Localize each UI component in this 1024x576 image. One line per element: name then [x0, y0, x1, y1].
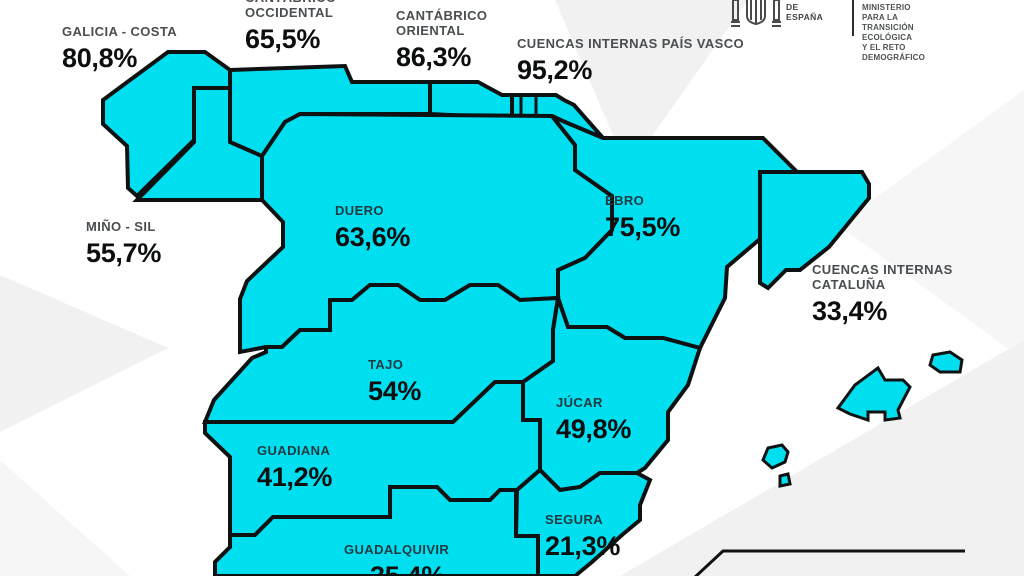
region-name: CUENCAS INTERNAS PAÍS VASCO	[517, 36, 745, 51]
region-value: 55,7%	[86, 238, 162, 268]
region-name: GALICIA - COSTA	[62, 24, 178, 39]
label-tajo: TAJO 54%	[368, 357, 421, 405]
region-name: CATALUÑA	[812, 277, 886, 292]
region-name: CUENCAS INTERNAS	[812, 262, 953, 277]
region-name: GUADALQUIVIR	[344, 542, 450, 557]
region-cuencas-internas-cataluna	[758, 170, 871, 291]
region-value: 54%	[368, 376, 422, 406]
region-name: TAJO	[368, 357, 404, 372]
spain-coat-of-arms-icon	[731, 0, 781, 27]
region-value: 65,5%	[245, 24, 321, 54]
header-divider	[852, 0, 854, 36]
label-segura: SEGURA 21,3%	[545, 512, 620, 560]
label-guadalquivir: GUADALQUIVIR 35,4%	[344, 542, 449, 576]
region-name: OCCIDENTAL	[245, 5, 334, 20]
region-value: 95,2%	[517, 55, 593, 85]
label-cuencas-internas-cataluna: CUENCAS INTERNAS CATALUÑA 33,4%	[812, 262, 953, 325]
region-guadalquivir	[213, 485, 540, 576]
region-cantabrico-oriental	[428, 80, 514, 121]
region-value: 75,5%	[605, 212, 681, 242]
label-cantabrico-oriental: CANTÁBRICO ORIENTAL 86,3%	[396, 8, 487, 71]
region-name: MIÑO - SIL	[86, 219, 156, 234]
region-value: 33,4%	[812, 296, 888, 326]
label-galicia-costa: GALICIA - COSTA 80,8%	[62, 24, 177, 72]
region-name: JÚCAR	[556, 395, 603, 410]
region-name: CANTÁBRICO	[396, 8, 488, 23]
region-value: 21,3%	[545, 531, 621, 561]
label-cuencas-internas-pais-vasco: CUENCAS INTERNAS PAÍS VASCO 95,2%	[517, 36, 744, 84]
region-name: ORIENTAL	[396, 23, 465, 38]
canary-inset-border	[693, 549, 965, 576]
region-value: 86,3%	[396, 42, 472, 72]
label-cantabrico-occidental: CANTÁBRICO OCCIDENTAL 65,5%	[245, 0, 336, 53]
government-text: DE ESPAÑA	[786, 2, 824, 22]
pais-vasco-basin-borders	[519, 95, 538, 114]
region-tajo	[202, 283, 561, 424]
region-value: 41,2%	[257, 462, 333, 492]
label-jucar: JÚCAR 49,8%	[556, 395, 631, 443]
region-name: SEGURA	[545, 512, 604, 527]
region-value: 35,4%	[370, 561, 446, 576]
label-guadiana: GUADIANA 41,2%	[257, 443, 332, 491]
region-value: 80,8%	[62, 43, 138, 73]
island-ibiza	[761, 443, 790, 470]
region-value: 49,8%	[556, 414, 632, 444]
island-formentera	[778, 472, 792, 488]
region-name: CANTÁBRICO	[245, 0, 336, 5]
island-mallorca	[835, 365, 912, 423]
region-value: 63,6%	[335, 222, 411, 252]
island-menorca	[928, 350, 964, 374]
region-name: DUERO	[335, 203, 384, 218]
region-name: EBRO	[605, 193, 645, 208]
label-mino-sil: MIÑO - SIL 55,7%	[86, 219, 161, 267]
ministry-line: PARA LA TRANSICIÓN ECOLÓGICA	[862, 13, 914, 42]
ministry-line: Y EL RETO DEMOGRÁFICO	[862, 43, 926, 62]
region-name: GUADIANA	[257, 443, 331, 458]
label-ebro: EBRO 75,5%	[605, 193, 680, 241]
ministry-line: MINISTERIO	[862, 3, 911, 12]
ministry-text: MINISTERIO PARA LA TRANSICIÓN ECOLÓGICA …	[862, 3, 925, 63]
label-duero: DUERO 63,6%	[335, 203, 410, 251]
